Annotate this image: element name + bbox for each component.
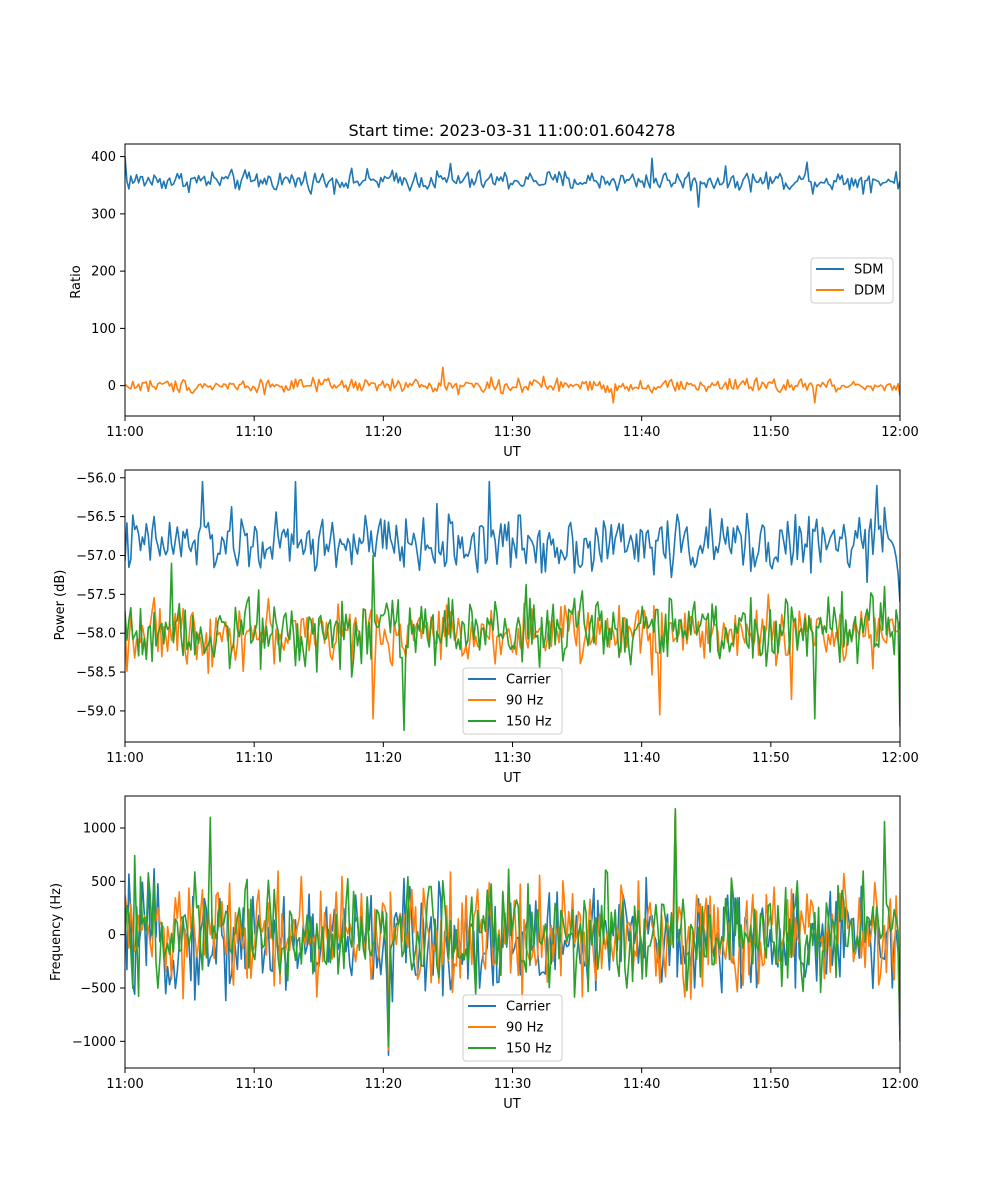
- frequency-y-tick-label: −500: [80, 982, 116, 997]
- power-y-tick-label: −58.5: [76, 666, 116, 681]
- frequency-x-tick-label: 12:00: [881, 1077, 918, 1092]
- frequency-plot-area: 11:00 11:10 11:20 11:30 11:40 11:50 12:00 −1000…: [72, 795, 919, 1092]
- power-x-tick-label: 11:00: [106, 751, 143, 766]
- power-x-tick-label: 11:10: [235, 751, 272, 766]
- frequency-x-tick-label: 11:50: [752, 1077, 789, 1092]
- frequency-x-tick-label: 11:10: [235, 1077, 272, 1092]
- frequency-x-tick-label: 11:20: [365, 1077, 402, 1092]
- power-x-tick-label: 11:20: [365, 751, 402, 766]
- frequency-x-tick-label: 11:30: [494, 1077, 531, 1092]
- ratio-legend: SDM DDM: [810, 257, 894, 304]
- ratio-x-tick-label: 11:40: [623, 425, 660, 440]
- frequency-y-tick-label: −1000: [72, 1035, 116, 1050]
- ratio-series-line-ddm: [125, 366, 900, 404]
- frequency-x-tick-label: 11:40: [623, 1077, 660, 1092]
- ratio-panel: Start time: 2023-03-31 11:00:01.604278 1…: [69, 121, 919, 460]
- power-legend-label: 90 Hz: [506, 694, 543, 709]
- frequency-y-tick-label: 500: [91, 875, 116, 890]
- ratio-y-tick-label: 0: [108, 379, 116, 394]
- power-panel: 11:00 11:10 11:20 11:30 11:40 11:50 12:00 −56.0…: [53, 469, 919, 786]
- ratio-x-tick-label: 11:30: [494, 425, 531, 440]
- power-y-tick-label: −58.0: [76, 627, 116, 642]
- power-y-tick-label: −56.5: [76, 510, 116, 525]
- power-x-tick-label: 12:00: [881, 751, 918, 766]
- power-legend-label: 150 Hz: [506, 715, 552, 730]
- frequency-legend: Carrier 90 Hz 150 Hz: [462, 994, 563, 1062]
- frequency-series-line-150-hz: [125, 807, 900, 1048]
- frequency-legend-label: Carrier: [506, 1000, 551, 1015]
- frequency-series-line-carrier: [125, 811, 900, 1056]
- power-legend-box: [462, 667, 563, 735]
- frequency-y-tick-label: 1000: [83, 822, 116, 837]
- frequency-x-axis-label: UT: [503, 1097, 521, 1112]
- frequency-legend-box: [462, 994, 563, 1062]
- ratio-x-axis-label: UT: [503, 445, 521, 460]
- power-legend: Carrier 90 Hz 150 Hz: [462, 667, 563, 735]
- ratio-plot-area: 11:00 11:10 11:20 11:30 11:40 11:50 12:00 0 100 2…: [91, 143, 919, 440]
- power-y-tick-label: −56.0: [76, 471, 116, 486]
- frequency-legend-label: 90 Hz: [506, 1021, 543, 1036]
- ratio-x-tick-label: 11:20: [365, 425, 402, 440]
- frequency-x-tick-label: 11:00: [106, 1077, 143, 1092]
- ratio-y-tick-label: 300: [91, 207, 116, 222]
- frequency-y-axis-label: Frequency (Hz): [49, 883, 64, 981]
- power-y-axis-label: Power (dB): [53, 570, 68, 641]
- frequency-legend-label: 150 Hz: [506, 1042, 552, 1057]
- power-x-tick-label: 11:50: [752, 751, 789, 766]
- power-series-line-carrier: [125, 480, 900, 603]
- power-legend-label: Carrier: [506, 673, 551, 688]
- ratio-x-tick-label: 11:10: [235, 425, 272, 440]
- power-plot-area: 11:00 11:10 11:20 11:30 11:40 11:50 12:00 −56.0…: [76, 469, 919, 766]
- ratio-x-tick-label: 11:50: [752, 425, 789, 440]
- power-x-axis-label: UT: [503, 771, 521, 786]
- ratio-x-tick-label: 12:00: [881, 425, 918, 440]
- ratio-y-tick-label: 400: [91, 150, 116, 165]
- ratio-y-axis-label: Ratio: [69, 265, 84, 298]
- ratio-legend-label: DDM: [854, 284, 885, 299]
- ratio-x-tick-label: 11:00: [106, 425, 143, 440]
- power-y-tick-label: −57.5: [76, 588, 116, 603]
- ratio-legend-label: SDM: [854, 263, 883, 278]
- power-y-tick-label: −59.0: [76, 704, 116, 719]
- power-x-tick-label: 11:40: [623, 751, 660, 766]
- ratio-series-line-sdm: [125, 156, 900, 208]
- ratio-y-tick-label: 200: [91, 265, 116, 280]
- power-y-tick-label: −57.0: [76, 549, 116, 564]
- chart-title: Start time: 2023-03-31 11:00:01.604278: [349, 121, 676, 140]
- frequency-y-tick-label: 0: [108, 928, 116, 943]
- ratio-y-tick-label: 100: [91, 322, 116, 337]
- power-series-line-150-hz: [125, 554, 900, 732]
- frequency-panel: 11:00 11:10 11:20 11:30 11:40 11:50 12:00 −1000…: [49, 795, 919, 1112]
- power-x-tick-label: 11:30: [494, 751, 531, 766]
